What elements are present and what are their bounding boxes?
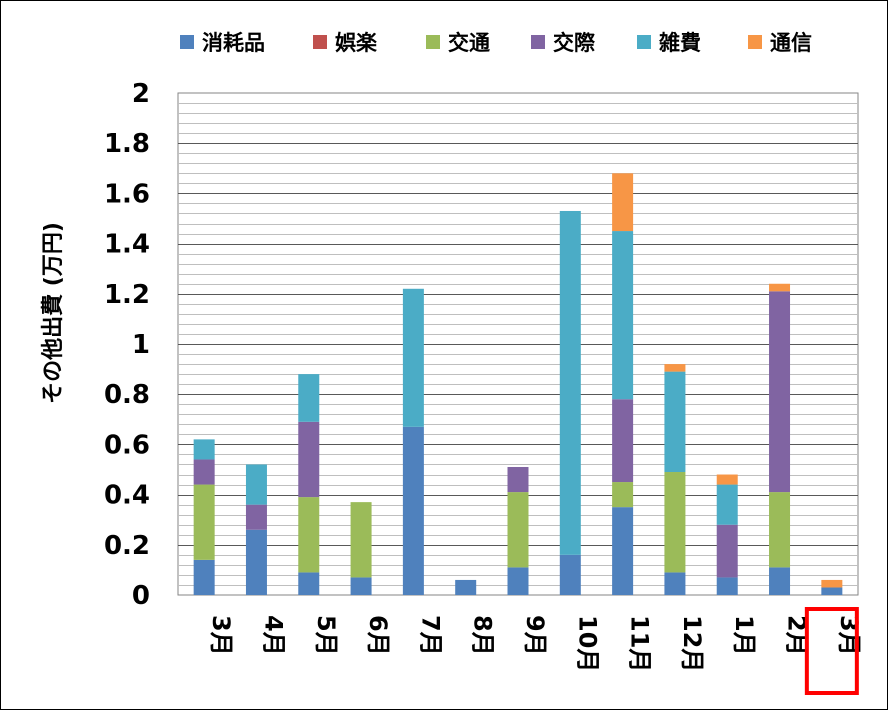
bar-segment-消耗品 [193,559,215,595]
bar-segment-通信 [821,579,843,588]
bar-segment-交際 [245,504,267,530]
x-tick-label: 12月 [678,615,706,672]
bar-segment-交際 [716,524,738,578]
y-tick-label: 0 [132,581,150,611]
y-tick-label: 0.8 [104,380,150,410]
bar-segment-通信 [716,474,738,485]
y-tick-label: 1.6 [104,179,150,209]
bar-segment-雑費 [559,210,581,555]
x-tick-label: 4月 [259,615,287,656]
bar-segment-消耗品 [245,529,267,595]
legend-swatch [426,35,440,49]
legend-swatch [748,35,762,49]
bar-segment-雑費 [298,374,320,422]
legend-label: 通信 [770,31,812,55]
legend-label: 交通 [448,31,490,55]
y-axis-label: その他出費 (万円) [41,222,66,404]
legend-label: 交際 [553,31,596,55]
bar-segment-雑費 [716,484,738,525]
y-tick-label: 0.4 [104,481,150,511]
bar-segment-通信 [612,173,634,232]
bar-segment-消耗品 [769,567,791,595]
y-axis-ticks: 0 0.2 0.4 0.6 0.8 1 1.2 1.4 1.6 1.8 2 [104,79,150,611]
x-axis-ticks: 3月 4月 5月 6月 7月 8月 9月 10月 11月 12月 1月 2月 3月 [207,615,863,672]
bars [193,173,843,595]
x-tick-label: 9月 [521,615,549,656]
legend: 消耗品 娯楽 交通 交際 雑費 通信 [180,31,812,55]
y-tick-label: 1.8 [104,129,150,159]
bar-segment-雑費 [193,439,215,460]
x-tick-label: 3月 [207,615,235,656]
y-tick-label: 2 [132,79,150,109]
bar-segment-交通 [298,497,320,573]
bar-segment-交際 [769,291,791,493]
bar-segment-交際 [193,459,215,485]
legend-swatch [531,35,545,49]
x-tick-label: 5月 [312,615,340,656]
bar-segment-交通 [193,484,215,560]
bar-segment-通信 [664,364,686,372]
bar-segment-交際 [298,421,320,498]
bar-segment-雑費 [245,464,267,505]
y-tick-label: 1.4 [104,230,150,260]
legend-swatch [313,35,327,49]
legend-swatch [180,35,194,49]
x-tick-label: 6月 [364,615,392,656]
bar-segment-消耗品 [298,572,320,595]
bar-segment-消耗品 [507,567,529,595]
y-tick-label: 1.2 [104,280,150,310]
bar-segment-消耗品 [664,572,686,595]
bar-segment-交通 [769,492,791,568]
legend-label: 消耗品 [202,31,265,55]
x-tick-label: 8月 [469,615,497,656]
bar-segment-消耗品 [716,577,738,595]
bar-segment-雑費 [612,231,634,400]
bar-segment-交通 [350,502,372,578]
bar-segment-雑費 [664,371,686,473]
highlight-box [804,607,859,695]
bar-segment-交通 [612,482,634,508]
bar-segment-消耗品 [350,577,372,595]
legend-swatch [637,35,651,49]
bar-segment-消耗品 [402,426,424,595]
bar-segment-交際 [507,466,529,493]
bar-segment-交際 [612,399,634,483]
x-tick-label: 1月 [730,615,758,656]
x-tick-label: 11月 [626,615,654,672]
bar-segment-消耗品 [559,554,581,595]
y-tick-label: 0.6 [104,430,150,460]
legend-label: 娯楽 [335,31,378,55]
y-tick-label: 0.2 [104,531,150,561]
bar-segment-雑費 [402,288,424,427]
bar-segment-通信 [769,283,791,292]
bar-segment-消耗品 [455,579,477,595]
legend-label: 雑費 [658,31,701,55]
bar-segment-消耗品 [821,587,843,595]
x-tick-label: 7月 [416,615,444,656]
bar-segment-交通 [664,472,686,573]
bar-segment-交通 [507,492,529,568]
plot-area [177,92,859,596]
y-tick-label: 1 [132,330,150,360]
bar-segment-消耗品 [612,507,634,595]
x-tick-label: 10月 [573,615,601,672]
